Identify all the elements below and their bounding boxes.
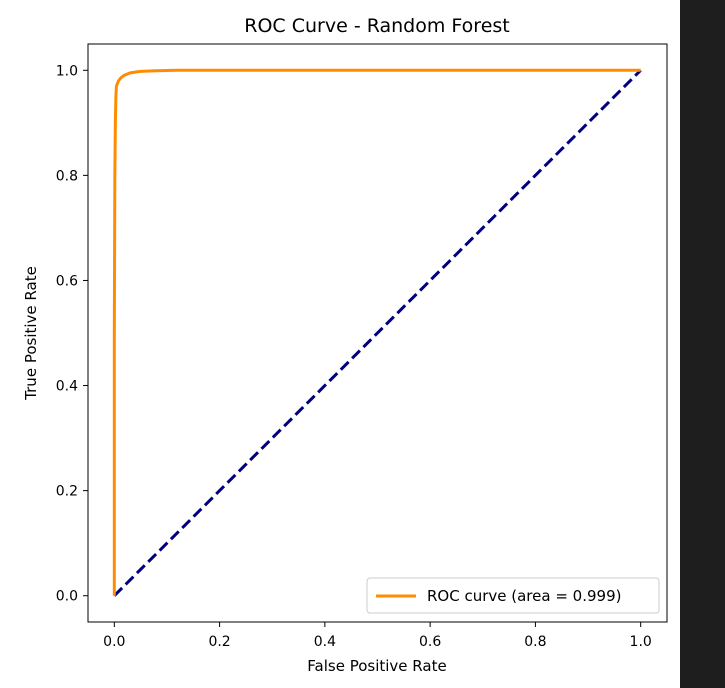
roc-chart: ROC Curve - Random Forest 0.0 0.2 0.4 0.6 0.… [22,15,668,675]
legend: ROC curve (area = 0.999) [366,577,660,614]
axes-frame [87,43,668,623]
x-tick-label: 0.2 [208,634,230,650]
y-axis-label: True Positive Rate [22,266,40,401]
y-tick-label: 0.2 [56,484,78,500]
chance-diagonal-line [113,69,642,597]
x-axis-label: False Positive Rate [307,657,446,675]
legend-label-roc: ROC curve (area = 0.999) [427,587,621,605]
y-axis-ticks: 0.0 0.2 0.4 0.6 0.8 1.0 [56,63,88,605]
y-tick-label: 0.4 [56,379,78,395]
chart-title: ROC Curve - Random Forest [244,15,509,37]
y-tick-label: 0.8 [56,168,78,184]
roc-curve-line [112,68,641,596]
y-tick-label: 0.0 [56,589,78,605]
x-tick-label: 1.0 [630,634,652,650]
x-tick-label: 0.8 [524,634,546,650]
y-tick-label: 1.0 [56,63,78,79]
x-tick-label: 0.6 [419,634,441,650]
y-tick-label: 0.6 [56,273,78,289]
figure: ROC Curve - Random Forest 0.0 0.2 0.4 0.6 0.… [0,0,680,688]
plot-lines [112,68,642,597]
legend-box [366,577,660,614]
x-tick-label: 0.0 [103,634,125,650]
x-tick-label: 0.4 [314,634,336,650]
x-axis-ticks: 0.0 0.2 0.4 0.6 0.8 1.0 [103,622,652,650]
